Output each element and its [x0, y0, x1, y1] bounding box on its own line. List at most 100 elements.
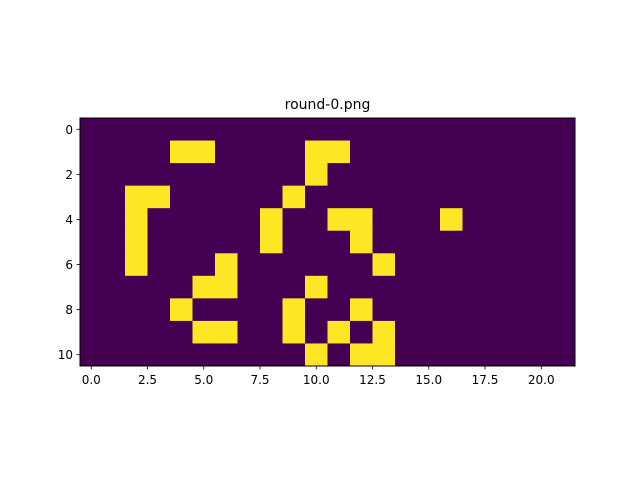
heatmap-cell — [395, 275, 418, 299]
heatmap-cell — [192, 253, 216, 277]
heatmap-cell — [417, 298, 441, 322]
heatmap-cell — [350, 208, 373, 232]
heatmap-cell — [125, 253, 148, 277]
heatmap-cell — [170, 163, 193, 187]
heatmap-cell — [417, 275, 441, 299]
heatmap-cell — [282, 320, 306, 344]
heatmap-cell — [462, 118, 486, 141]
heatmap-cell — [147, 230, 171, 254]
heatmap-cell — [440, 230, 463, 254]
heatmap-cell — [125, 118, 148, 141]
heatmap-cell — [282, 298, 306, 322]
heatmap-cell — [462, 298, 486, 322]
heatmap-cell — [327, 118, 351, 141]
heatmap-cell — [147, 253, 171, 277]
heatmap-cell — [170, 253, 193, 277]
heatmap-cell — [485, 118, 508, 141]
heatmap-cell — [395, 163, 418, 187]
heatmap-cell — [147, 275, 171, 299]
heatmap-cell — [327, 230, 351, 254]
heatmap-cell — [305, 275, 328, 299]
heatmap-cell — [282, 343, 306, 367]
heatmap-cell — [462, 343, 486, 367]
heatmap-cell — [147, 343, 171, 367]
heatmap-cell — [215, 275, 238, 299]
heatmap-cell — [260, 230, 283, 254]
x-tick-label: 12.5 — [359, 373, 386, 387]
heatmap-cell — [215, 230, 238, 254]
heatmap-cell — [440, 320, 463, 344]
heatmap-cell — [440, 118, 463, 141]
heatmap-cell — [260, 118, 283, 141]
heatmap-cell — [237, 343, 261, 367]
heatmap-cell — [485, 253, 508, 277]
heatmap-cell — [147, 118, 171, 141]
heatmap-cell — [305, 298, 328, 322]
heatmap-cell — [215, 163, 238, 187]
heatmap-cell — [372, 343, 396, 367]
heatmap-cell — [170, 118, 193, 141]
heatmap-cell — [305, 185, 328, 209]
heatmap-cell — [282, 163, 306, 187]
heatmap-cell — [440, 140, 463, 164]
heatmap-cell — [350, 163, 373, 187]
heatmap-cell — [507, 185, 531, 209]
heatmap-cell — [440, 298, 463, 322]
heatmap-cell — [282, 230, 306, 254]
heatmap-cell — [462, 230, 486, 254]
heatmap-cell — [102, 275, 126, 299]
heatmap-cell — [237, 185, 261, 209]
heatmap-cell — [327, 275, 351, 299]
heatmap-cell — [350, 275, 373, 299]
heatmap-cell — [417, 185, 441, 209]
heatmap-cell — [260, 275, 283, 299]
heatmap-cell — [485, 343, 508, 367]
heatmap-cell — [417, 118, 441, 141]
heatmap-cell — [327, 140, 351, 164]
heatmap-cell — [417, 140, 441, 164]
heatmap-cell — [305, 253, 328, 277]
heatmap-cell — [192, 140, 216, 164]
heatmap-cell — [372, 298, 396, 322]
heatmap-cell — [327, 208, 351, 232]
heatmap-cell — [260, 185, 283, 209]
heatmap-cell — [530, 275, 553, 299]
heatmap-cell — [80, 320, 103, 344]
heatmap-cell — [372, 230, 396, 254]
heatmap-cell — [395, 230, 418, 254]
heatmap-cell — [125, 343, 148, 367]
heatmap-cell — [102, 163, 126, 187]
heatmap-cell — [170, 208, 193, 232]
heatmap-cell — [215, 253, 238, 277]
heatmap-cell — [260, 343, 283, 367]
heatmap-cell — [80, 208, 103, 232]
heatmap-cell — [530, 140, 553, 164]
heatmap-cell — [237, 275, 261, 299]
heatmap-cell — [485, 140, 508, 164]
heatmap-cell — [552, 253, 576, 277]
heatmap-cell — [552, 320, 576, 344]
heatmap-cell — [305, 343, 328, 367]
heatmap-cell — [125, 185, 148, 209]
heatmap-cell — [507, 163, 531, 187]
heatmap-cell — [462, 320, 486, 344]
axes-frame — [79, 117, 576, 367]
heatmap-cell — [215, 343, 238, 367]
heatmap-cell — [327, 320, 351, 344]
heatmap-cell — [552, 298, 576, 322]
heatmap-cell — [125, 320, 148, 344]
heatmap-cell — [507, 208, 531, 232]
x-tick-label: 20.0 — [528, 373, 555, 387]
heatmap-cell — [530, 163, 553, 187]
heatmap-cell — [327, 185, 351, 209]
heatmap-cell — [507, 343, 531, 367]
y-tick-label: 10 — [58, 348, 73, 362]
heatmap-cell — [237, 140, 261, 164]
heatmap-cell — [102, 343, 126, 367]
y-tick-label: 0 — [65, 123, 73, 137]
heatmap-cell — [462, 163, 486, 187]
heatmap-cell — [372, 118, 396, 141]
heatmap-cell — [192, 185, 216, 209]
heatmap-cell — [237, 298, 261, 322]
heatmap-cell — [80, 253, 103, 277]
